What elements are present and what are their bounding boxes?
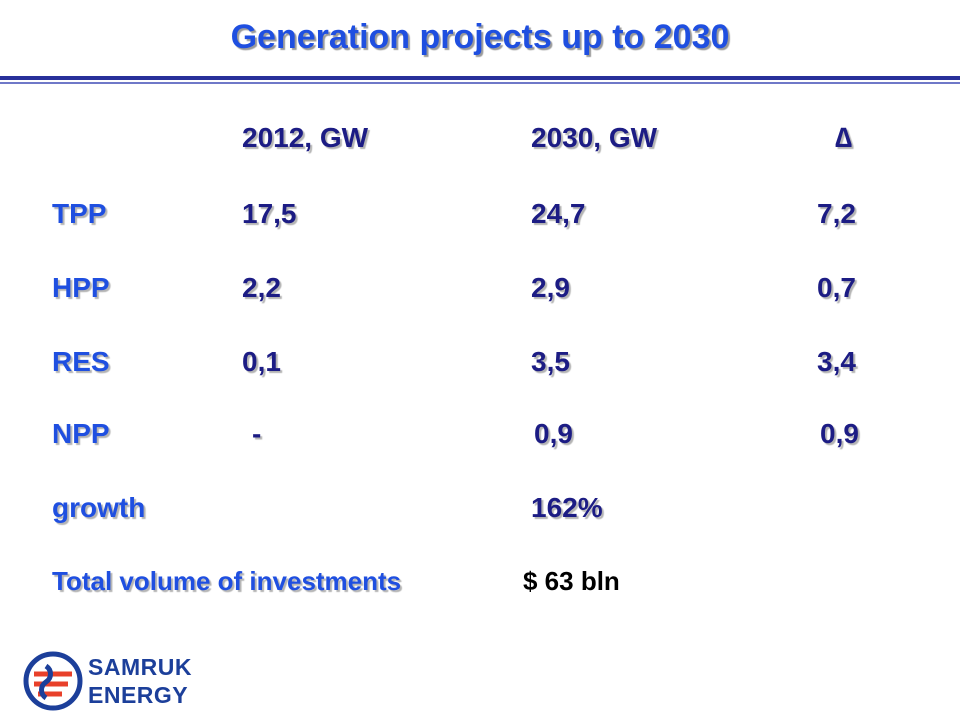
growth-label: growth (52, 492, 146, 523)
title-divider (0, 76, 960, 80)
investments-value: $ 63 bln (523, 566, 620, 596)
npp-2030-value: 0,9 (534, 418, 573, 449)
samruk-energy-logo: SAMRUK ENERGY (22, 648, 222, 714)
res-2012-value: 0,1 (242, 346, 281, 377)
growth-value: 162% (531, 492, 603, 523)
tpp-delta-value: 7,2 (817, 198, 856, 229)
npp-delta-value: 0,9 (820, 418, 859, 449)
header-2030: 2030, GW (531, 122, 658, 153)
page-title: Generation projects up to 2030 (230, 18, 730, 56)
header-2012: 2012, GW (242, 122, 369, 153)
samruk-energy-emblem-icon (23, 651, 83, 711)
res-delta-value: 3,4 (817, 346, 856, 377)
hpp-2030-value: 2,9 (531, 272, 570, 303)
header-delta: ∆ (835, 122, 853, 153)
row-label-hpp: HPP (52, 272, 110, 303)
logo-text-line1: SAMRUK (88, 654, 192, 680)
investments-label: Total volume of investments (52, 566, 402, 596)
res-2030-value: 3,5 (531, 346, 570, 377)
logo-text-line2: ENERGY (88, 682, 189, 708)
row-label-res: RES (52, 346, 110, 377)
tpp-2030-value: 24,7 (531, 198, 586, 229)
npp-2012-value: - (252, 418, 262, 449)
hpp-2012-value: 2,2 (242, 272, 281, 303)
row-label-tpp: TPP (52, 198, 107, 229)
row-label-npp: NPP (52, 418, 110, 449)
hpp-delta-value: 0,7 (817, 272, 856, 303)
tpp-2012-value: 17,5 (242, 198, 297, 229)
title-divider-thin (0, 82, 960, 84)
